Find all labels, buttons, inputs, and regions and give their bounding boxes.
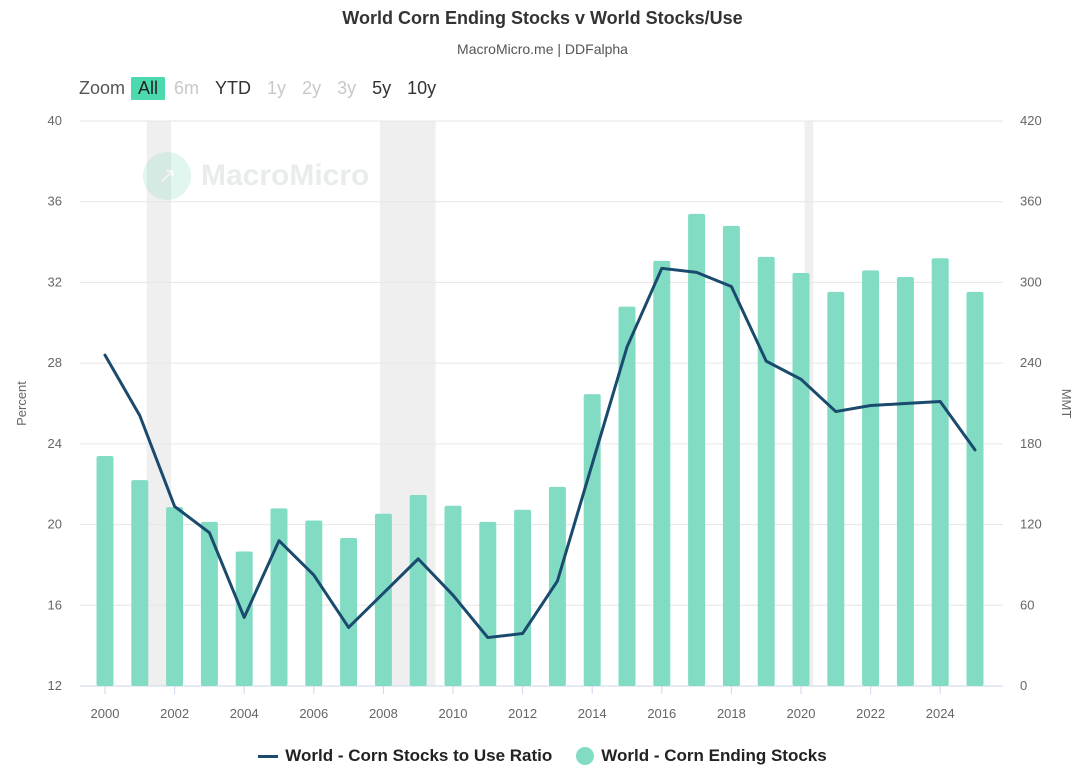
bar-ending-stocks [583,394,601,686]
bar-ending-stocks [653,260,671,686]
bar-ending-stocks [479,521,497,686]
x-tick-label: 2008 [369,706,398,721]
legend-dot-symbol [576,747,595,765]
bar-ending-stocks [131,480,149,686]
legend-line-symbol [258,754,279,758]
x-tick-label: 2024 [926,706,955,721]
y-right-tick-label: 0 [1020,678,1027,693]
bar-ending-stocks [340,538,358,686]
y-left-tick-label: 24 [48,436,62,451]
x-tick-label: 2014 [578,706,607,721]
y-left-tick-label: 36 [48,194,62,209]
y-left-tick-label: 20 [48,517,62,532]
bar-ending-stocks [896,277,914,686]
y-left-tick-label: 40 [48,113,62,128]
x-tick-label: 2018 [717,706,746,721]
y-right-tick-label: 360 [1020,194,1042,209]
bar-ending-stocks [757,256,775,686]
y-right-tick-label: 420 [1020,113,1042,128]
legend-label-stocks-to-use: World - Corn Stocks to Use Ratio [285,746,553,765]
bar-ending-stocks [409,494,427,686]
y-left-tick-label: 28 [48,355,62,370]
bar-ending-stocks [200,521,218,686]
y-right-tick-label: 240 [1020,355,1042,370]
zoom-2y-button[interactable]: 2y [302,78,322,98]
x-tick-label: 2000 [91,706,120,721]
zoom-5y-button[interactable]: 5y [372,78,392,98]
x-tick-label: 2012 [508,706,537,721]
x-tick-label: 2020 [787,706,816,721]
bar-ending-stocks [931,258,949,686]
bar-ending-stocks [966,291,984,686]
legend-item-ending-stocks[interactable]: World - Corn Ending Stocks [576,746,827,766]
bar-ending-stocks [827,291,845,686]
x-tick-label: 2016 [647,706,676,721]
y-left-tick-label: 32 [48,274,62,289]
y-left-axis-label: Percent [14,381,29,426]
watermark: ↗ MacroMicro [143,152,369,200]
legend-item-stocks-to-use[interactable]: World - Corn Stocks to Use Ratio [258,746,552,766]
watermark-text: MacroMicro [201,159,370,192]
legend-label-ending-stocks: World - Corn Ending Stocks [601,746,827,765]
bar-ending-stocks [688,213,706,687]
bar-ending-stocks [618,306,636,686]
y-left-tick-label: 16 [48,597,62,612]
x-tick-label: 2002 [160,706,189,721]
chart-subtitle: MacroMicro.me | DDFalpha [457,41,628,57]
bar-ending-stocks [792,273,810,686]
zoom-all-button[interactable]: All [131,77,166,100]
y-right-tick-label: 120 [1020,517,1042,532]
x-tick-label: 2010 [439,706,468,721]
y-right-tick-label: 180 [1020,436,1042,451]
line-stocks-to-use [103,266,977,640]
legend: World - Corn Stocks to Use Ratio World -… [0,746,1085,766]
zoom-3y-button[interactable]: 3y [337,78,357,98]
bar-ending-stocks [96,455,114,686]
zoom-ytd-button[interactable]: YTD [215,78,252,98]
chart-title: World Corn Ending Stocks v World Stocks/… [342,8,743,28]
x-tick-label: 2006 [299,706,328,721]
bar-ending-stocks [514,509,532,686]
y-right-tick-label: 300 [1020,274,1042,289]
y-left-tick-label: 12 [48,678,62,693]
zoom-10y-button[interactable]: 10y [407,78,437,98]
bar-ending-stocks [374,513,392,686]
zoom-bar: Zoom All 6m YTD 1y 2y 3y 5y 10y [79,77,445,100]
bar-ending-stocks [166,507,184,686]
y-right-axis-label: MMT [1059,389,1074,419]
bar-ending-stocks [722,225,740,686]
x-tick-label: 2022 [856,706,885,721]
zoom-label: Zoom [79,78,126,98]
bar-ending-stocks [305,520,323,686]
macromicro-logo-icon: ↗ [143,152,191,200]
bar-ending-stocks [270,508,288,686]
x-tick-label: 2004 [230,706,259,721]
zoom-6m-button[interactable]: 6m [174,78,200,98]
zoom-1y-button[interactable]: 1y [267,78,287,98]
y-right-tick-label: 60 [1020,597,1034,612]
bar-ending-stocks [862,270,880,686]
bar-ending-stocks [548,486,566,686]
